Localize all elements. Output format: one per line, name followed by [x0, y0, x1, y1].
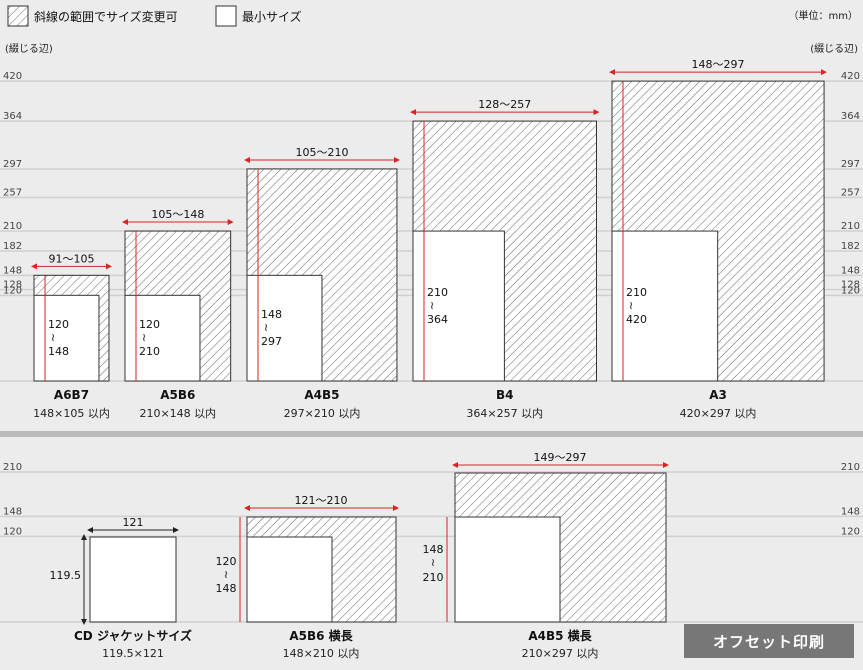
- a3-tilde: ≀: [629, 299, 633, 312]
- bottom-gridlines: 210 210 148 148 120 120: [0, 462, 863, 623]
- a4b5-landscape-width-range: 149〜297: [534, 451, 587, 464]
- a4b5-landscape-min-h: 148: [423, 543, 444, 556]
- a4b5-landscape-caption: 210×297 以内: [522, 646, 599, 660]
- unit-label: （単位：mm）: [789, 9, 858, 22]
- cd-height-label: 119.5: [50, 569, 82, 582]
- cd-jacket-caption: 119.5×121: [102, 647, 164, 660]
- top-tick-left: 420: [3, 71, 22, 82]
- a3-caption: 420×297 以内: [680, 406, 757, 420]
- top-tick-left: 364: [3, 111, 22, 122]
- a4b5-landscape-name: A4B5 横長: [528, 628, 592, 643]
- a4b5-min-rect: [246, 274, 323, 382]
- b4-width-range: 128〜257: [478, 98, 531, 111]
- a4b5-landscape-max-h: 210: [423, 571, 444, 584]
- a5b6-landscape-min-rect: [246, 536, 333, 623]
- a4b5-tilde: ≀: [264, 321, 268, 334]
- b4-min-rect: [412, 230, 505, 382]
- top-tick-right: 182: [841, 241, 860, 252]
- a6b7-size: 91〜105 120≀148 A6B7 148×105 以内: [31, 252, 112, 420]
- a5b6-landscape-width-range: 121〜210: [295, 494, 348, 507]
- top-tick-right: 364: [841, 111, 860, 122]
- a5b6-width-range: 105〜148: [151, 208, 204, 221]
- a6b7-min-h: 120: [48, 318, 69, 331]
- binding-edge-left: (綴じる辺): [5, 42, 53, 55]
- a5b6-caption: 210×148 以内: [139, 406, 216, 420]
- a6b7-min-rect: [33, 294, 100, 382]
- b4-size: 128〜257 210≀364 B4 364×257 以内: [410, 98, 600, 420]
- a4b5-max-h: 297: [261, 335, 282, 348]
- top-tick-left: 148: [3, 265, 22, 276]
- top-tick-right: 128: [841, 280, 860, 291]
- a3-name: A3: [709, 388, 727, 402]
- b4-caption: 364×257 以内: [466, 406, 543, 420]
- a3-max-h: 420: [626, 313, 647, 326]
- a4b5-caption: 297×210 以内: [284, 406, 361, 420]
- a5b6-landscape-max-h: 148: [216, 582, 237, 595]
- a3-width-range: 148〜297: [692, 58, 745, 71]
- a5b6-landscape-caption: 148×210 以内: [283, 646, 360, 660]
- top-tick-right: 210: [841, 221, 860, 232]
- plain-legend-label: 最小サイズ: [242, 9, 302, 24]
- a5b6-tilde: ≀: [142, 331, 146, 344]
- a5b6-landscape-tilde: ≀: [224, 568, 228, 581]
- a5b6-min-h: 120: [139, 318, 160, 331]
- top-tick-left: 210: [3, 221, 22, 232]
- b4-min-h: 210: [427, 286, 448, 299]
- top-tick-left: 257: [3, 188, 22, 199]
- a6b7-max-h: 148: [48, 345, 69, 358]
- top-tick-right: 148: [841, 265, 860, 276]
- b4-name: B4: [496, 388, 514, 402]
- bottom-tick-right: 210: [841, 462, 860, 473]
- bottom-tick-right: 120: [841, 526, 860, 537]
- top-tick-left: 182: [3, 241, 22, 252]
- a5b6-landscape-min-h: 120: [216, 555, 237, 568]
- a6b7-caption: 148×105 以内: [33, 406, 110, 420]
- top-tick-left: 128: [3, 280, 22, 291]
- a3-size: 148〜297 210≀420 A3 420×297 以内: [609, 58, 828, 420]
- cd-width-label: 121: [123, 516, 144, 529]
- section-divider: [0, 431, 863, 437]
- bottom-tick-left: 120: [3, 526, 22, 537]
- a4b5-landscape-size: 149〜297 148 ≀ 210 A4B5 横長 210×297 以内: [423, 451, 669, 660]
- a5b6-name: A5B6: [160, 388, 195, 402]
- a4b5-size: 105〜210 148≀297 A4B5 297×210 以内: [244, 146, 400, 420]
- top-tick-right: 120: [841, 285, 860, 296]
- plain-legend-swatch: [215, 5, 237, 27]
- a5b6-max-h: 210: [139, 345, 160, 358]
- b4-tilde: ≀: [430, 299, 434, 312]
- top-tick-left: 120: [3, 285, 22, 296]
- a6b7-width-range: 91〜105: [48, 252, 94, 265]
- a4b5-min-h: 148: [261, 308, 282, 321]
- a6b7-tilde: ≀: [51, 331, 55, 344]
- cd-jacket-rect: [89, 536, 177, 623]
- a5b6-min-rect: [124, 294, 201, 382]
- hatched-legend-swatch: [7, 5, 29, 27]
- a5b6-landscape-name: A5B6 横長: [289, 628, 353, 643]
- a5b6-landscape-size: 121〜210 120 ≀ 148 A5B6 横長 148×210 以内: [216, 494, 399, 660]
- cd-jacket-size: 121 119.5 CD ジャケットサイズ 119.5×121: [50, 516, 193, 660]
- a4b5-landscape-min-rect: [454, 516, 561, 623]
- a3-min-h: 210: [626, 286, 647, 299]
- a4b5-name: A4B5: [304, 388, 339, 402]
- bottom-tick-right: 148: [841, 506, 860, 517]
- cd-jacket-name: CD ジャケットサイズ: [74, 628, 192, 643]
- bottom-tick-left: 210: [3, 462, 22, 473]
- top-tick-right: 257: [841, 188, 860, 199]
- hatched-legend-label: 斜線の範囲でサイズ変更可: [34, 9, 178, 24]
- b4-max-h: 364: [427, 313, 448, 326]
- a5b6-size: 105〜148 120≀210 A5B6 210×148 以内: [122, 208, 234, 420]
- offset-printing-badge: オフセット印刷: [684, 624, 854, 658]
- a3-min-rect: [611, 230, 719, 382]
- a4b5-landscape-tilde: ≀: [431, 556, 435, 569]
- a6b7-name: A6B7: [54, 388, 89, 402]
- bottom-tick-left: 148: [3, 506, 22, 517]
- top-tick-right: 420: [841, 71, 860, 82]
- binding-edge-right: (綴じる辺): [810, 42, 858, 55]
- a4b5-width-range: 105〜210: [295, 146, 348, 159]
- top-tick-right: 297: [841, 159, 860, 170]
- top-tick-left: 297: [3, 159, 22, 170]
